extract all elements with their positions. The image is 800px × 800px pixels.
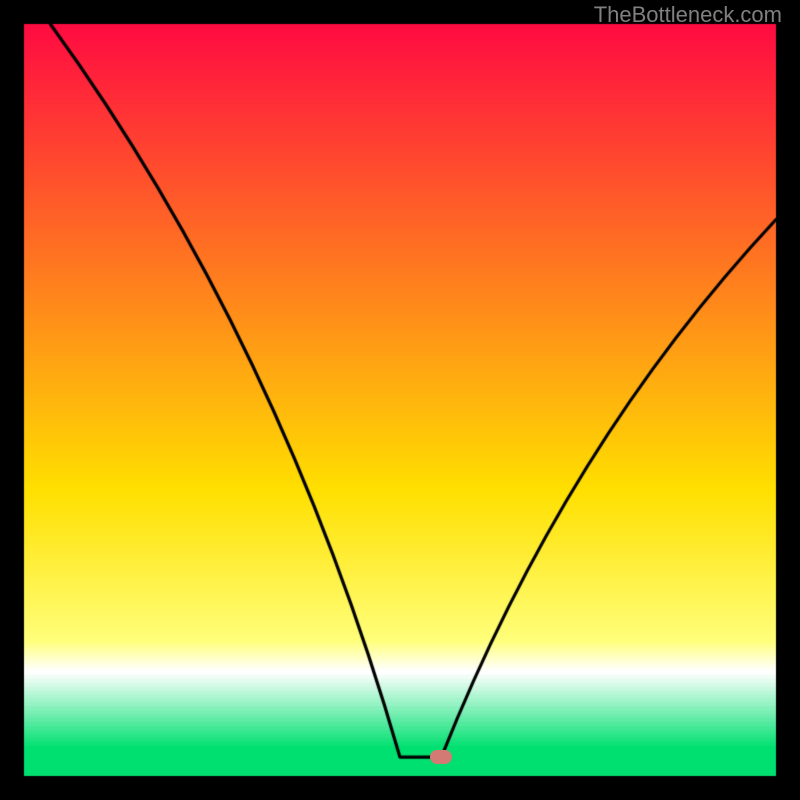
- optimal-point-marker: [430, 750, 452, 764]
- chart-stage: TheBottleneck.com: [0, 0, 800, 800]
- bottleneck-curve: [0, 0, 800, 800]
- watermark-text: TheBottleneck.com: [594, 2, 782, 28]
